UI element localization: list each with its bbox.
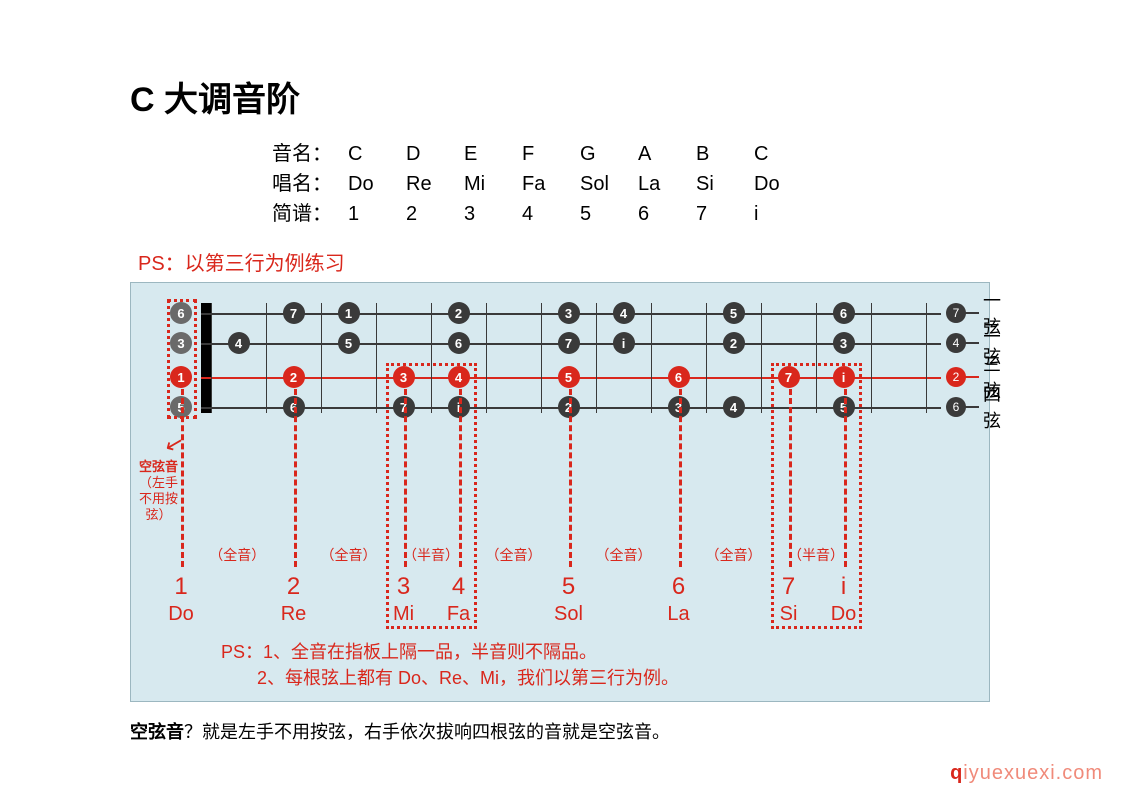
fret-dot: 2 — [448, 302, 470, 324]
fret-dot: 6 — [833, 302, 855, 324]
row-jianpu: 简谱： 1 2 3 4 5 6 7 i — [272, 199, 1069, 229]
fret-line-12 — [871, 303, 872, 413]
scale-number: 1 — [174, 573, 187, 601]
footer-rest: ？就是左手不用按弦，右手依次拔响四根弦的音就是空弦音。 — [184, 722, 670, 742]
string-end-dot: 7 — [946, 303, 966, 323]
page-title: C 大调音阶 — [130, 72, 1069, 121]
fret-line-6 — [541, 303, 542, 413]
ps-bottom: PS：1、全音在指板上隔一品，半音则不隔品。 2、每根弦上都有 Do、Re、Mi… — [221, 639, 679, 691]
scale-solfege: Do — [168, 603, 194, 626]
fret-dot: 1 — [338, 302, 360, 324]
scale-number: 6 — [672, 573, 685, 601]
string-end-dot: 4 — [946, 333, 966, 353]
nut — [201, 303, 211, 413]
interval-label: （全音） — [321, 545, 377, 565]
fret-dot: 6 — [668, 366, 690, 388]
fret-line-7 — [596, 303, 597, 413]
row-changming: 唱名： Do Re Mi Fa Sol La Si Do — [272, 169, 1069, 199]
string-end-dot: 2 — [946, 367, 966, 387]
open-string-annotation: 空弦音 （左手 不用按 弦） — [139, 459, 178, 523]
string-label: 四弦 — [983, 381, 1001, 433]
scale-solfege: La — [667, 603, 689, 626]
fret-dot: 2 — [723, 332, 745, 354]
fret-line-9 — [706, 303, 707, 413]
interval-label: （全音） — [209, 545, 265, 565]
interval-label: （全音） — [706, 545, 762, 565]
fret-line-3 — [376, 303, 377, 413]
interval-label: （全音） — [486, 545, 542, 565]
fret-dot: i — [613, 332, 635, 354]
scale-dash-line — [679, 389, 682, 567]
fret-dot: 4 — [613, 302, 635, 324]
fret-dot: 5 — [723, 302, 745, 324]
note-names-table: 音名： C D E F G A B C 唱名： Do Re Mi Fa Sol … — [272, 139, 1069, 229]
row-yinming: 音名： C D E F G A B C — [272, 139, 1069, 169]
fret-dot: 7 — [558, 332, 580, 354]
scale-solfege: Sol — [554, 603, 583, 626]
fret-line-10 — [761, 303, 762, 413]
scale-dash-line — [569, 389, 572, 567]
string-end-dot: 6 — [946, 397, 966, 417]
fret-dot: 3 — [558, 302, 580, 324]
fret-line-0 — [211, 303, 212, 413]
row-label: 简谱： — [272, 199, 348, 229]
fretboard-panel: 631571234564567i23234567i67i2345一弦7二弦4三弦… — [130, 282, 990, 702]
fret-dot: 7 — [283, 302, 305, 324]
fret-line-1 — [266, 303, 267, 413]
fret-dot: 4 — [723, 396, 745, 418]
scale-number: 5 — [562, 573, 575, 601]
scale-solfege: Re — [281, 603, 307, 626]
watermark: qiyuexuexi.com — [950, 762, 1103, 785]
fret-dot: 6 — [448, 332, 470, 354]
interval-label: （全音） — [596, 545, 652, 565]
fret-dot: 2 — [283, 366, 305, 388]
fret-line-5 — [486, 303, 487, 413]
fret-dot: 4 — [228, 332, 250, 354]
row-label: 音名： — [272, 139, 348, 169]
fret-line-13 — [926, 303, 927, 413]
fret-line-2 — [321, 303, 322, 413]
half-step-highlight-box — [771, 363, 862, 629]
ps-top: PS：以第三行为例练习 — [138, 247, 1069, 276]
footer-bold: 空弦音 — [130, 722, 184, 742]
fret-dot: 3 — [833, 332, 855, 354]
half-step-highlight-box — [386, 363, 477, 629]
fret-line-8 — [651, 303, 652, 413]
scale-dash-line — [181, 389, 184, 567]
fret-dot: 5 — [338, 332, 360, 354]
row-label: 唱名： — [272, 169, 348, 199]
scale-number: 2 — [287, 573, 300, 601]
fret-dot: 5 — [558, 366, 580, 388]
scale-dash-line — [294, 389, 297, 567]
footer-text: 空弦音？就是左手不用按弦，右手依次拔响四根弦的音就是空弦音。 — [130, 718, 1069, 744]
